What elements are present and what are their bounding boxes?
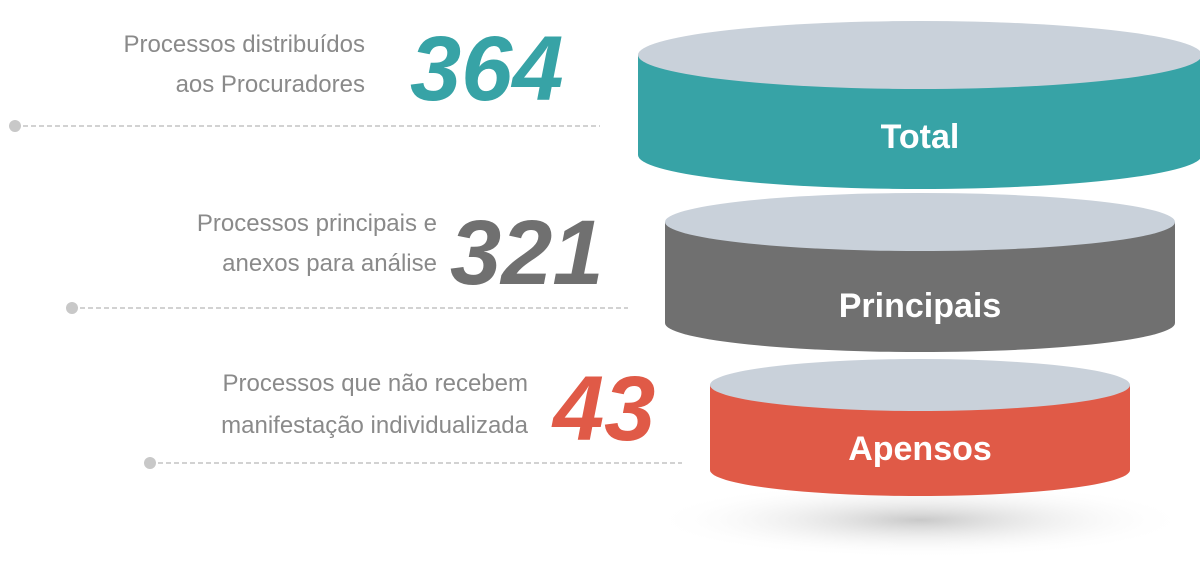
leader-dot xyxy=(66,302,78,314)
cylinder-body xyxy=(710,385,1130,496)
cylinder-body xyxy=(638,55,1200,189)
description: anexos para análise xyxy=(222,250,437,277)
cylinder-top xyxy=(638,21,1200,89)
value: 364 xyxy=(410,18,564,120)
cylinder-top xyxy=(665,193,1175,251)
description: Processos distribuídos xyxy=(124,31,365,58)
stage-label: Principais xyxy=(839,287,1002,325)
cylinder-top xyxy=(710,359,1130,411)
cylinder-body xyxy=(665,222,1175,352)
description: manifestação individualizada xyxy=(221,412,529,439)
stage-label: Total xyxy=(881,118,960,156)
shadow xyxy=(650,482,1190,558)
description: aos Procuradores xyxy=(176,71,365,98)
stage-label: Apensos xyxy=(848,430,992,468)
value: 321 xyxy=(450,202,604,304)
leader-dot xyxy=(144,457,156,469)
value: 43 xyxy=(551,358,655,460)
description: Processos que não recebem xyxy=(222,370,528,397)
description: Processos principais e xyxy=(197,210,437,237)
leader-dot xyxy=(9,120,21,132)
